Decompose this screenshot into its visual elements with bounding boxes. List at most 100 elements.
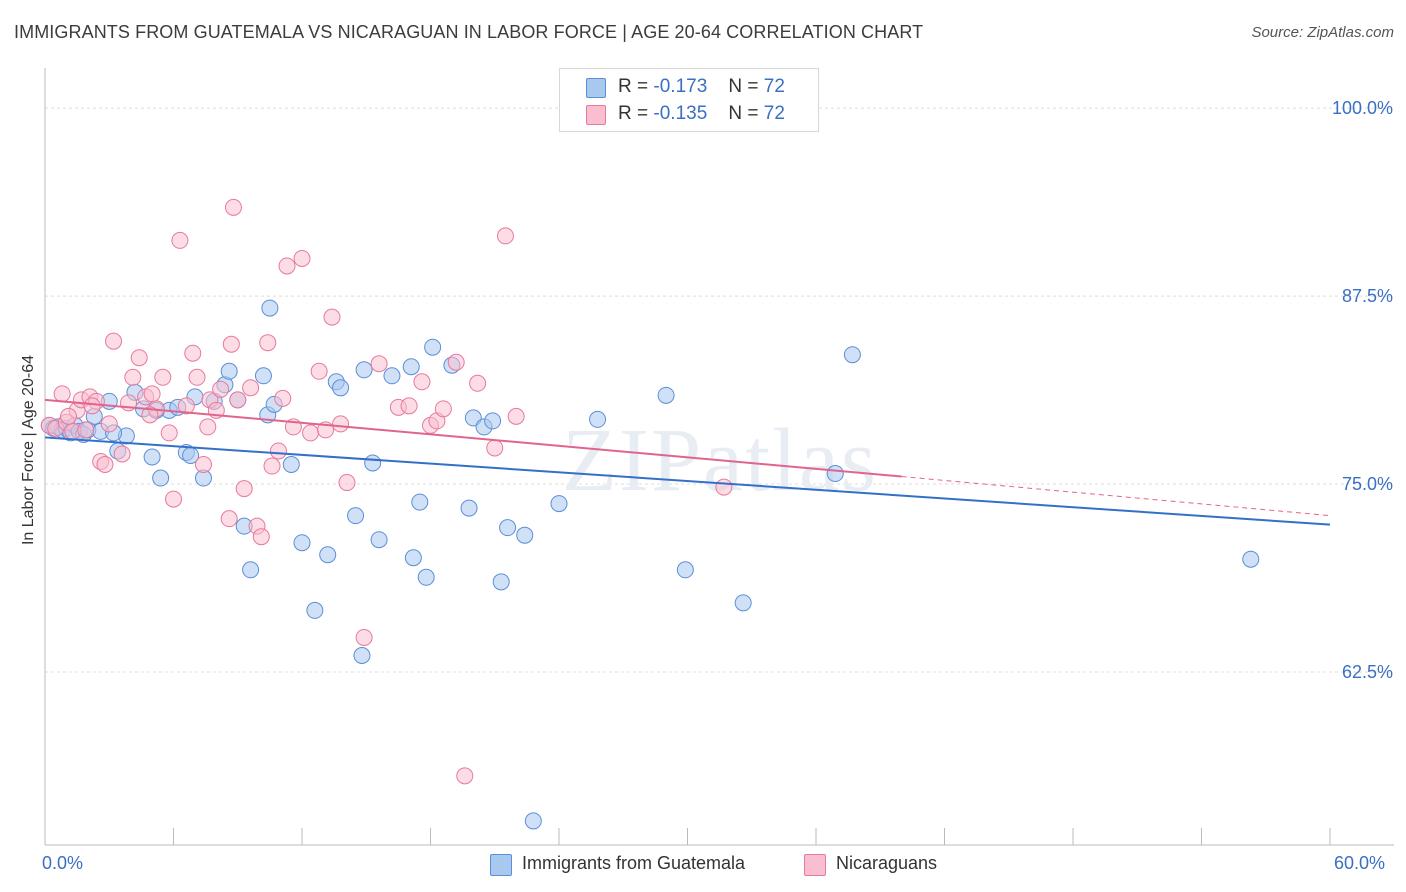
legend-r-value: -0.135: [653, 103, 708, 124]
point-guatemala: [261, 299, 279, 317]
legend-r-label: R =: [618, 103, 649, 124]
point-guatemala: [364, 454, 382, 472]
bottom-legend-swatch-pink: [804, 854, 826, 876]
point-guatemala: [242, 561, 260, 579]
point-guatemala: [484, 412, 502, 430]
point-nicaraguans: [105, 332, 123, 350]
point-guatemala: [550, 495, 568, 513]
point-nicaraguans: [60, 407, 78, 425]
point-guatemala: [516, 526, 534, 544]
point-nicaraguans: [370, 355, 388, 373]
x-tick-label-min: 0.0%: [42, 853, 84, 873]
point-guatemala: [411, 493, 429, 511]
point-nicaraguans: [242, 379, 260, 397]
point-nicaraguans: [224, 198, 242, 216]
point-guatemala: [417, 568, 435, 586]
point-nicaraguans: [77, 421, 95, 439]
point-nicaraguans: [177, 397, 195, 415]
point-guatemala: [143, 448, 161, 466]
point-nicaraguans: [269, 442, 287, 460]
bottom-legend-label: Immigrants from Guatemala: [522, 853, 746, 873]
point-nicaraguans: [400, 397, 418, 415]
point-nicaraguans: [124, 368, 142, 386]
point-nicaraguans: [160, 424, 178, 442]
point-guatemala: [524, 812, 542, 830]
point-nicaraguans: [83, 397, 101, 415]
point-guatemala: [492, 573, 510, 591]
legend-swatch-pink: [586, 105, 606, 125]
point-guatemala: [843, 346, 861, 364]
point-nicaraguans: [222, 335, 240, 353]
point-guatemala: [306, 601, 324, 619]
point-nicaraguans: [469, 374, 487, 392]
point-guatemala: [383, 367, 401, 385]
data-points: [40, 99, 1260, 830]
point-nicaraguans: [171, 231, 189, 249]
legend-n-label: N =: [728, 103, 759, 124]
y-tick-labels: 62.5% 75.0% 87.5% 100.0%: [1332, 98, 1393, 682]
point-guatemala: [293, 534, 311, 552]
legend-n-value: 72: [763, 76, 785, 97]
point-nicaraguans: [715, 478, 733, 496]
chart-title: IMMIGRANTS FROM GUATEMALA VS NICARAGUAN …: [14, 22, 924, 42]
point-nicaraguans: [496, 227, 514, 245]
point-nicaraguans: [310, 362, 328, 380]
point-nicaraguans: [154, 368, 172, 386]
point-nicaraguans: [165, 490, 182, 508]
point-nicaraguans: [263, 457, 281, 475]
point-nicaraguans: [447, 353, 465, 371]
point-nicaraguans: [486, 439, 504, 457]
bottom-legend-swatch-blue: [490, 854, 512, 876]
point-nicaraguans: [194, 456, 212, 474]
point-guatemala: [220, 362, 238, 380]
point-nicaraguans: [141, 406, 159, 424]
legend-r-label: R =: [618, 76, 649, 97]
point-nicaraguans: [323, 308, 341, 326]
y-tick-label: 100.0%: [1332, 98, 1393, 118]
point-nicaraguans: [413, 373, 431, 391]
point-guatemala: [402, 358, 420, 376]
point-guatemala: [355, 361, 373, 379]
y-axis-label-wrap: In Labor Force | Age 20-64: [14, 300, 44, 600]
legend-n-label: N =: [728, 76, 759, 97]
point-nicaraguans: [259, 334, 277, 352]
trend-line-guatemala: [44, 436, 1331, 526]
y-axis-label: In Labor Force | Age 20-64: [20, 354, 37, 546]
x-tick-label-max: 60.0%: [1334, 853, 1386, 873]
point-nicaraguans: [143, 385, 161, 403]
point-guatemala: [676, 561, 694, 579]
point-nicaraguans: [188, 368, 206, 386]
bottom-legend-label: Nicaraguans: [836, 853, 938, 873]
point-guatemala: [657, 386, 675, 404]
point-nicaraguans: [212, 380, 230, 398]
axes: [44, 68, 1394, 846]
point-guatemala: [499, 519, 517, 537]
point-nicaraguans: [338, 474, 356, 492]
point-guatemala: [1242, 550, 1260, 568]
point-nicaraguans: [184, 344, 202, 362]
y-tick-label: 87.5%: [1342, 286, 1393, 306]
point-guatemala: [254, 367, 272, 385]
point-nicaraguans: [113, 445, 131, 463]
point-nicaraguans: [332, 415, 350, 433]
point-nicaraguans: [229, 391, 247, 409]
legend-n-value: 72: [763, 103, 785, 124]
point-nicaraguans: [100, 415, 118, 433]
point-guatemala: [404, 549, 422, 567]
point-guatemala: [734, 594, 752, 612]
point-nicaraguans: [434, 400, 452, 418]
point-guatemala: [332, 379, 350, 397]
point-guatemala: [282, 456, 300, 474]
stats-legend: R = -0.173 N = 72 R = -0.135 N = 72: [559, 68, 819, 132]
trend-lines: [44, 398, 1331, 526]
source-credit: Source: ZipAtlas.com: [1251, 24, 1394, 41]
point-guatemala: [152, 469, 170, 487]
point-guatemala: [353, 647, 371, 665]
point-nicaraguans: [302, 424, 320, 442]
point-nicaraguans: [235, 480, 253, 498]
point-nicaraguans: [220, 510, 238, 528]
point-guatemala: [589, 410, 607, 428]
legend-swatch-blue: [586, 78, 606, 98]
point-nicaraguans: [53, 385, 71, 403]
